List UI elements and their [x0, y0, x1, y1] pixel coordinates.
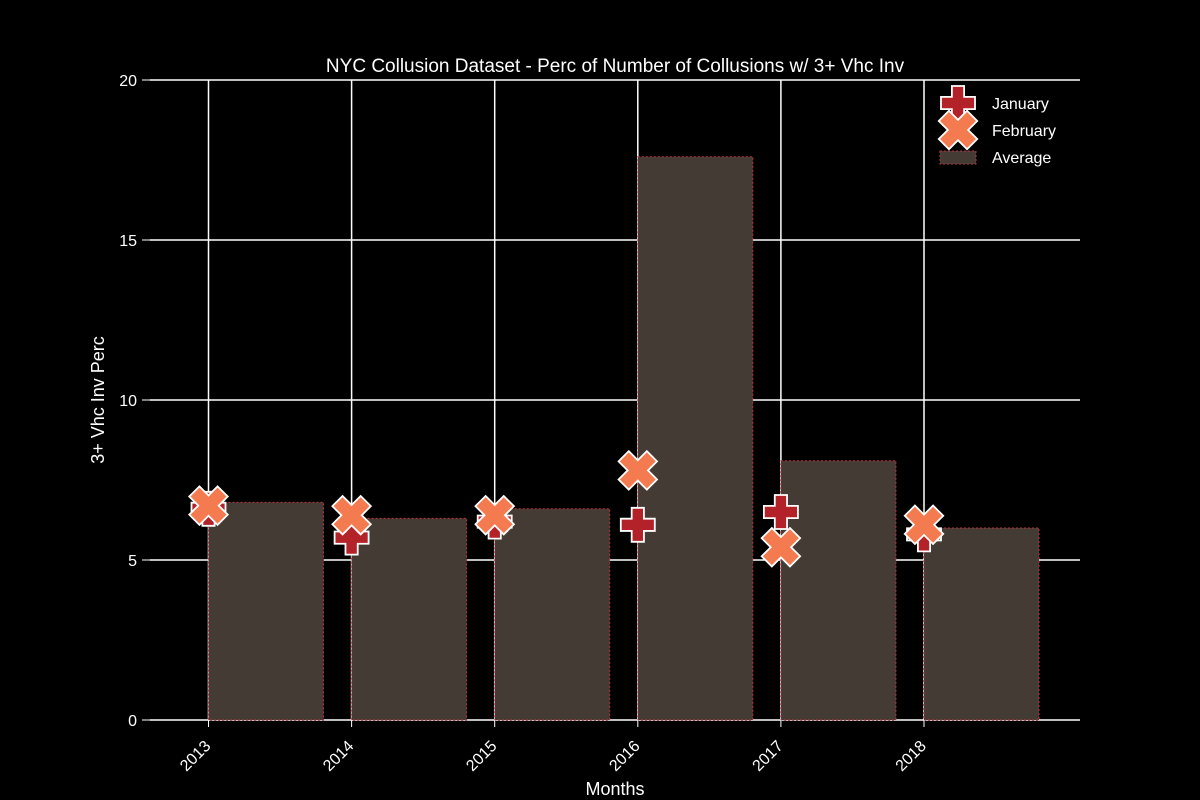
legend: January February Average: [937, 85, 1056, 167]
marker-february: [331, 494, 373, 536]
legend-item: Average: [939, 150, 1051, 167]
marker-january: [763, 494, 799, 530]
legend-label: January: [992, 96, 1049, 113]
bar-average: [351, 517, 468, 721]
chart-title: NYC Collusion Dataset - Perc of Number o…: [326, 56, 905, 77]
marker-january: [619, 506, 656, 543]
legend-label: February: [992, 123, 1056, 140]
y-tick-label: 5: [128, 553, 137, 570]
markers: [187, 449, 945, 568]
x-tick-label: 2017: [750, 738, 787, 775]
legend-item: January: [940, 85, 1049, 121]
x-tick-label: 2013: [177, 738, 214, 775]
x-tick-label: 2014: [320, 738, 357, 775]
y-tick-label: 0: [128, 713, 137, 730]
marker-february: [474, 494, 516, 536]
legend-label: Average: [992, 150, 1051, 167]
legend-swatch: [937, 109, 979, 151]
marker-february: [617, 449, 659, 491]
x-tick-label: 2018: [893, 738, 930, 775]
x-tick-label: 2015: [463, 738, 500, 775]
bar-average: [780, 460, 897, 721]
marker-february: [187, 485, 230, 527]
marker-february: [903, 504, 945, 546]
legend-item: February: [937, 109, 1056, 151]
y-tick-label: 20: [119, 73, 137, 90]
x-axis-label: Months: [585, 779, 644, 799]
marker-february: [760, 526, 802, 568]
bar-average: [637, 156, 754, 721]
bars: [208, 156, 1040, 721]
legend-swatch: [939, 150, 977, 165]
bar-average: [208, 501, 324, 721]
x-tick-label: 2016: [606, 738, 643, 775]
y-axis-label: 3+ Vhc Inv Perc: [88, 336, 108, 464]
bar-average: [494, 508, 611, 721]
y-tick-label: 10: [119, 393, 137, 410]
y-tick-label: 15: [119, 233, 137, 250]
bar-average: [923, 527, 1040, 721]
